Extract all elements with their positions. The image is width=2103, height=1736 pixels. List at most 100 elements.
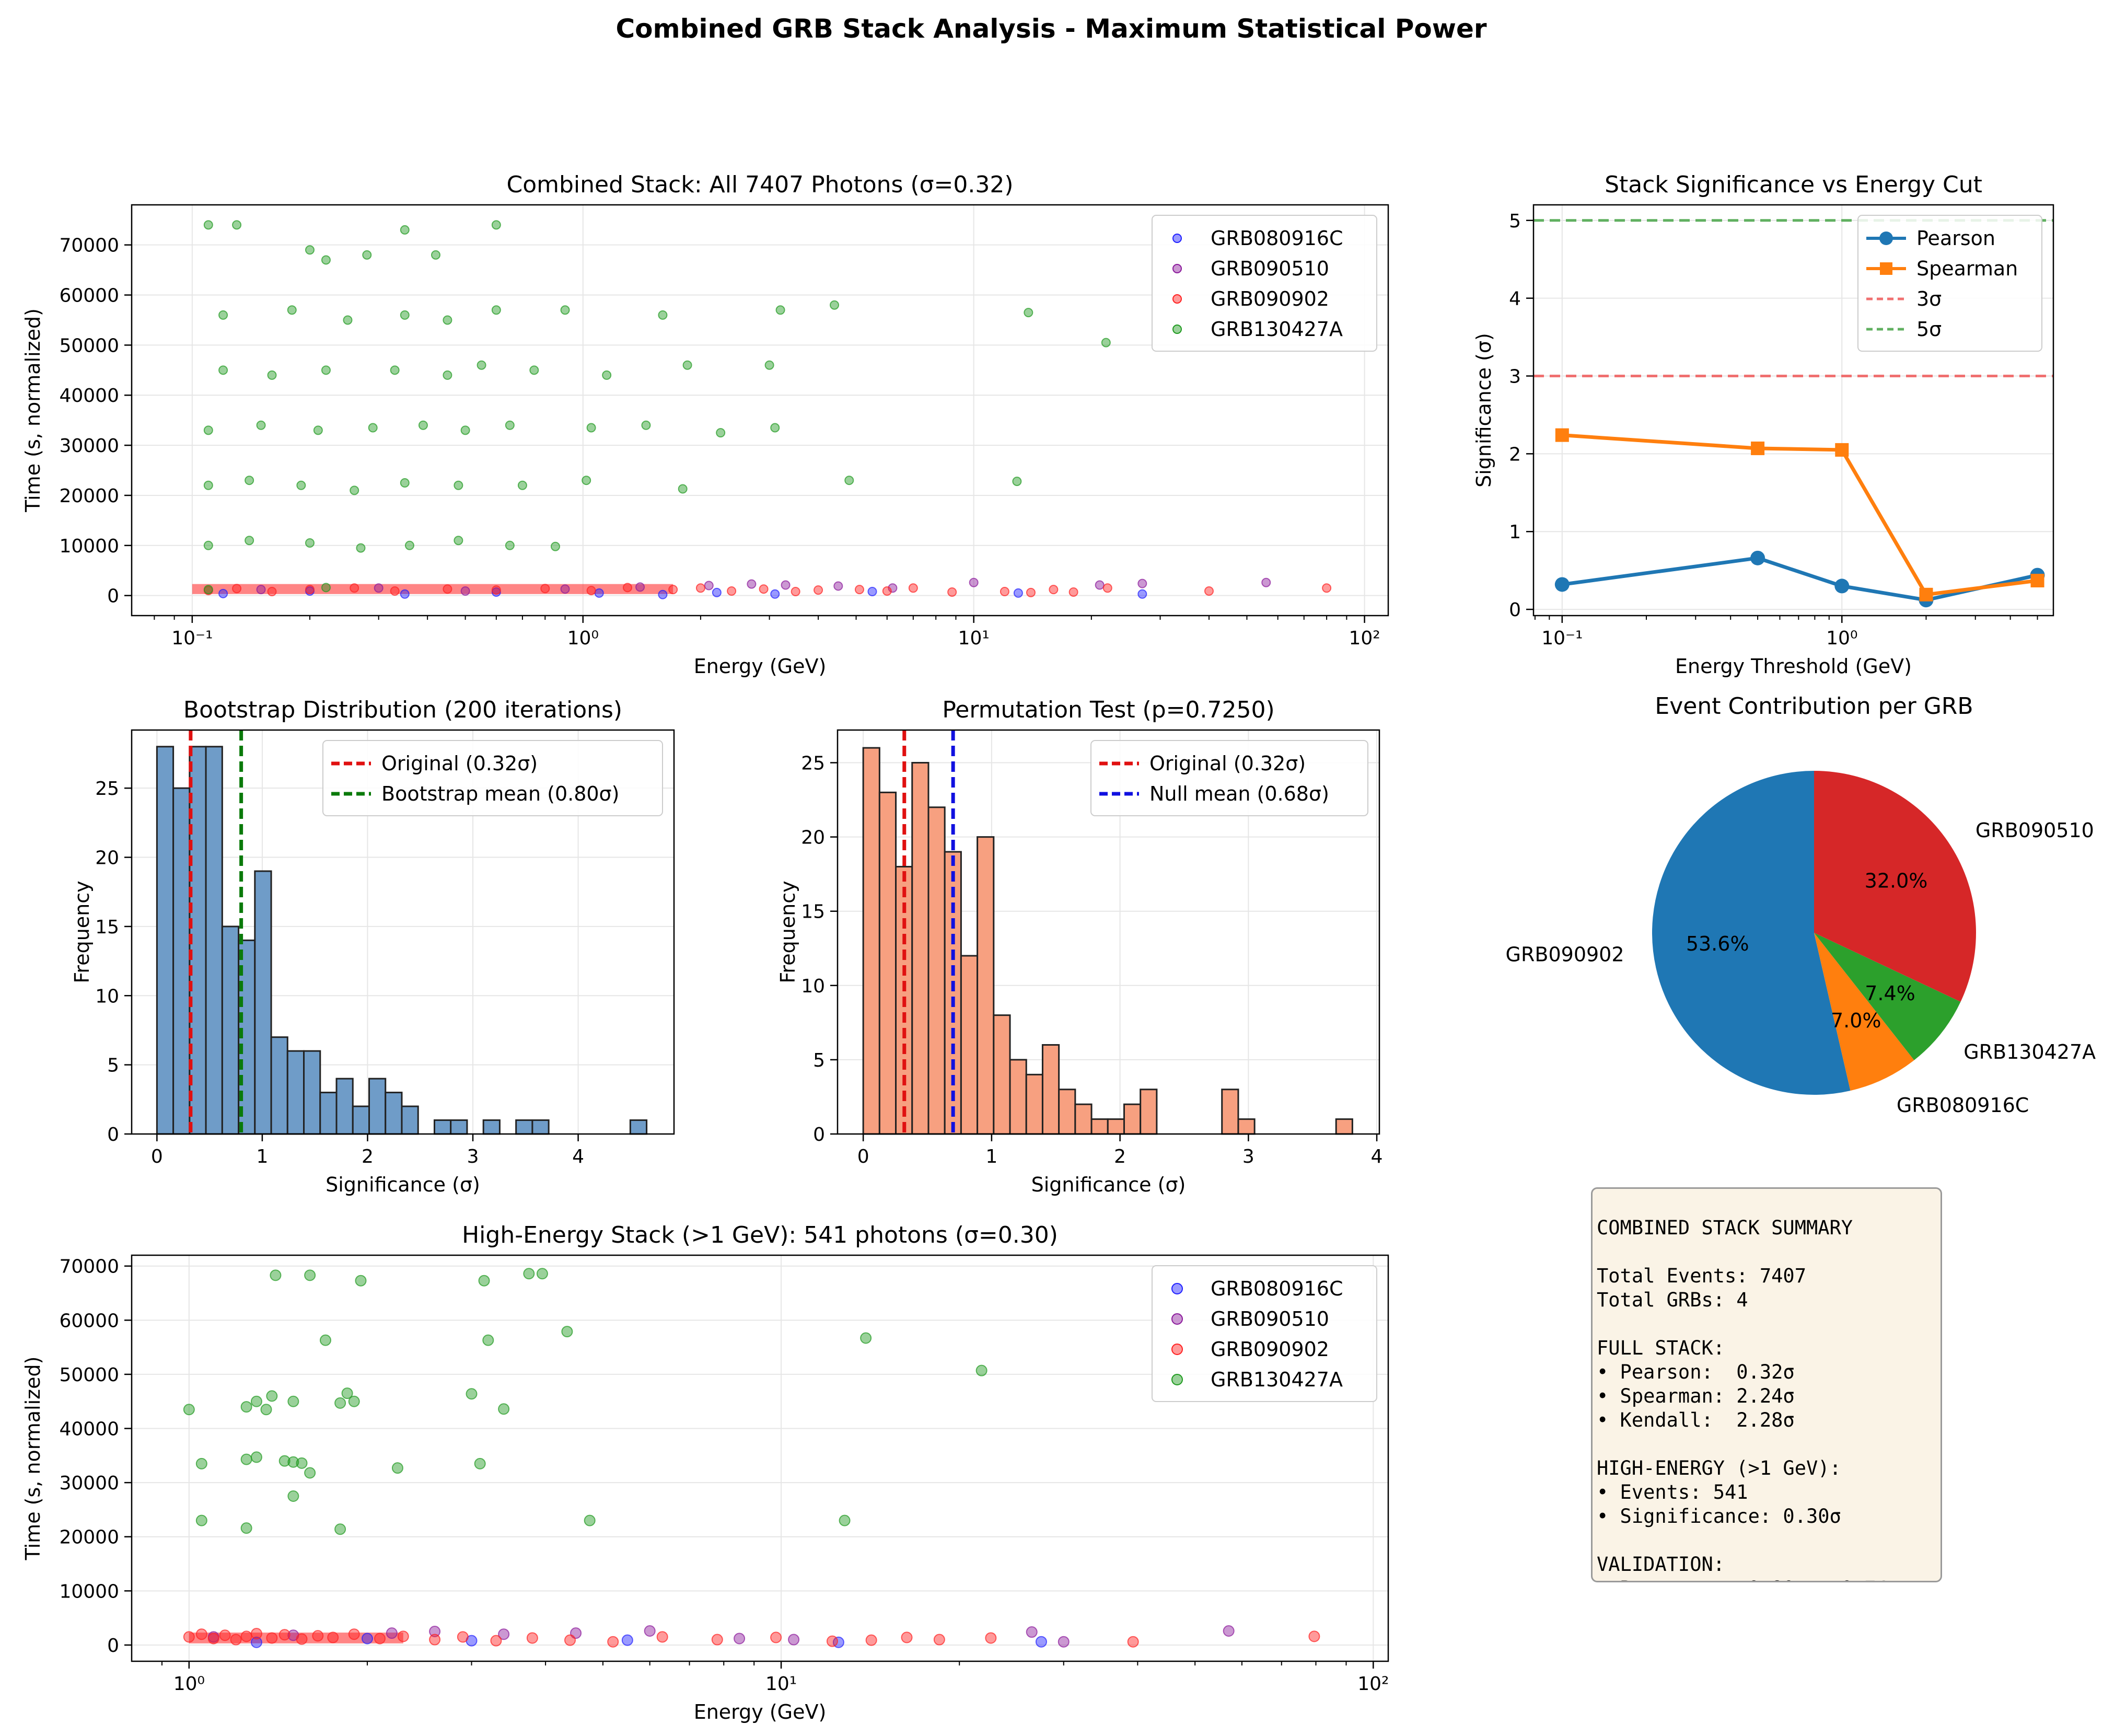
y-tick-label: 1 xyxy=(1509,522,1521,543)
y-tick-label: 5 xyxy=(107,1055,119,1077)
y-tick-label: 5 xyxy=(813,1050,825,1071)
data-point-GRB130427A xyxy=(203,425,213,435)
data-point-GRB080916C xyxy=(400,589,410,599)
figure-suptitle: Combined GRB Stack Analysis - Maximum St… xyxy=(615,14,1486,44)
data-point-GRB090902 xyxy=(826,1635,838,1647)
data-point-GRB090510 xyxy=(498,1628,510,1640)
histogram-bar xyxy=(1140,1089,1158,1135)
y-tick-label: 70000 xyxy=(59,1256,119,1278)
histogram-bar xyxy=(433,1119,452,1135)
pie-slice-GRB090902 xyxy=(1652,771,1851,1095)
legend-label: Pearson xyxy=(1916,227,1995,250)
y-tick-label: 50000 xyxy=(59,1364,119,1386)
data-point-GRB130427A xyxy=(287,1395,299,1407)
data-point-GRB130427A xyxy=(678,484,688,494)
data-point-GRB130427A xyxy=(477,360,486,370)
x-tick-label: 0 xyxy=(857,1146,869,1167)
chart-event-contribution: Event Contribution per GRB GRB090902 53.6%… xyxy=(1506,693,2096,1117)
legend-box xyxy=(322,740,663,816)
legend-label: GRB130427A xyxy=(1211,1368,1343,1391)
data-point-GRB080916C xyxy=(770,589,780,599)
charts-layer: 10⁻¹ 10⁰ 10¹ 10²010000200003000040000500006… xyxy=(21,171,2096,1723)
data-point-GRB080916C xyxy=(250,1636,262,1648)
data-point-GRB130427A xyxy=(350,485,359,495)
summary-line: • Kendall: 2.28σ xyxy=(1597,1409,1795,1431)
summary-line: • Events: 541 xyxy=(1597,1481,1748,1503)
data-point-GRB130427A xyxy=(218,310,228,320)
summary-line: • Bootstrap: 0.80σ ± 0.74σ xyxy=(1597,1577,1941,1581)
summary-line: • Spearman: 2.24σ xyxy=(1597,1385,1795,1407)
data-point-GRB130427A xyxy=(582,476,591,485)
data-point-GRB130427A xyxy=(240,1401,252,1413)
y-tick-label: 20 xyxy=(801,827,825,849)
x-axis-label: Energy (GeV) xyxy=(694,1700,827,1723)
x-tick-label: 10⁰ xyxy=(1826,628,1857,649)
data-point-GRB130427A xyxy=(232,220,242,230)
data-point-GRB130427A xyxy=(682,360,692,370)
summary-line xyxy=(1597,1432,1941,1456)
pie-pct-label: 7.0% xyxy=(1831,1009,1881,1032)
data-point-GRB090902 xyxy=(770,1631,782,1644)
data-point-GRB090902 xyxy=(1026,587,1036,597)
data-point-GRB130427A xyxy=(270,1269,282,1281)
data-point-GRB130427A xyxy=(390,365,400,375)
data-point-GRB090902 xyxy=(526,1632,538,1644)
data-point-GRB130427A xyxy=(400,310,410,320)
pie-label: GRB090510 xyxy=(1976,819,2094,842)
data-point-GRB090902 xyxy=(195,1628,207,1640)
histogram-bar xyxy=(1090,1118,1109,1135)
data-point-GRB130427A xyxy=(319,1334,331,1346)
data-point-GRB090510 xyxy=(644,1625,656,1637)
data-point-GRB090902 xyxy=(1127,1636,1139,1648)
data-point-GRB090902 xyxy=(759,584,769,594)
data-point-GRB090902 xyxy=(1322,583,1332,593)
y-tick-label: 10000 xyxy=(59,536,119,557)
data-point-GRB090902 xyxy=(230,1634,242,1646)
data-point-GRB080916C xyxy=(712,587,722,597)
summary-line: • Significance: 0.30σ xyxy=(1597,1505,1841,1527)
data-point-GRB090902 xyxy=(607,1636,619,1648)
data-point-GRB090902 xyxy=(219,1629,231,1641)
legend-label: Null mean (0.68σ) xyxy=(1149,782,1329,805)
data-point-Spearman xyxy=(1555,428,1569,442)
data-point-GRB130427A xyxy=(240,1522,252,1534)
data-point-GRB130427A xyxy=(517,480,527,490)
y-tick-label: 60000 xyxy=(59,1310,119,1332)
data-point-GRB130427A xyxy=(355,1275,367,1287)
data-point-GRB130427A xyxy=(313,425,323,435)
data-point-GRB130427A xyxy=(321,365,331,375)
data-point-GRB090902 xyxy=(985,1632,997,1644)
plot-frame xyxy=(131,729,675,1135)
y-tick-label: 15 xyxy=(95,917,119,938)
x-tick-label: 2 xyxy=(1114,1146,1126,1167)
y-tick-label: 5 xyxy=(1509,211,1521,232)
data-point-GRB130427A xyxy=(218,365,228,375)
data-point-GRB090902 xyxy=(854,585,864,595)
data-point-GRB130427A xyxy=(561,1326,573,1338)
x-tick-label: 10⁰ xyxy=(567,628,599,649)
data-point-GRB090902 xyxy=(656,1631,668,1643)
histogram-bar xyxy=(1025,1073,1043,1135)
data-point-GRB130427A xyxy=(529,365,539,375)
data-point-GRB130427A xyxy=(321,255,331,265)
y-tick-label: 3 xyxy=(1509,366,1521,388)
summary-panel: COMBINED STACK SUMMARY Total Events: 740… xyxy=(1591,1187,1942,1582)
y-tick-label: 20000 xyxy=(59,1527,119,1548)
data-point-GRB080916C xyxy=(361,1633,373,1645)
y-tick-label: 0 xyxy=(107,1124,119,1145)
data-point-GRB090902 xyxy=(908,583,918,593)
data-point-GRB130427A xyxy=(478,1275,490,1287)
legend-label: Bootstrap mean (0.80σ) xyxy=(381,782,619,805)
data-point-GRB130427A xyxy=(334,1523,346,1535)
x-tick-label: 10¹ xyxy=(765,1673,797,1695)
data-point-Pearson xyxy=(1554,577,1570,592)
data-point-GRB130427A xyxy=(830,300,840,310)
pie-slice-GRB090510 xyxy=(1814,771,1976,1002)
legend-label: GRB090510 xyxy=(1211,1307,1329,1330)
pie-pct-label: 53.6% xyxy=(1686,932,1749,955)
data-point-GRB090902 xyxy=(540,584,550,594)
histogram-bar xyxy=(156,746,175,1135)
data-point-GRB090510 xyxy=(1261,577,1271,587)
x-tick-label: 3 xyxy=(1242,1146,1254,1167)
